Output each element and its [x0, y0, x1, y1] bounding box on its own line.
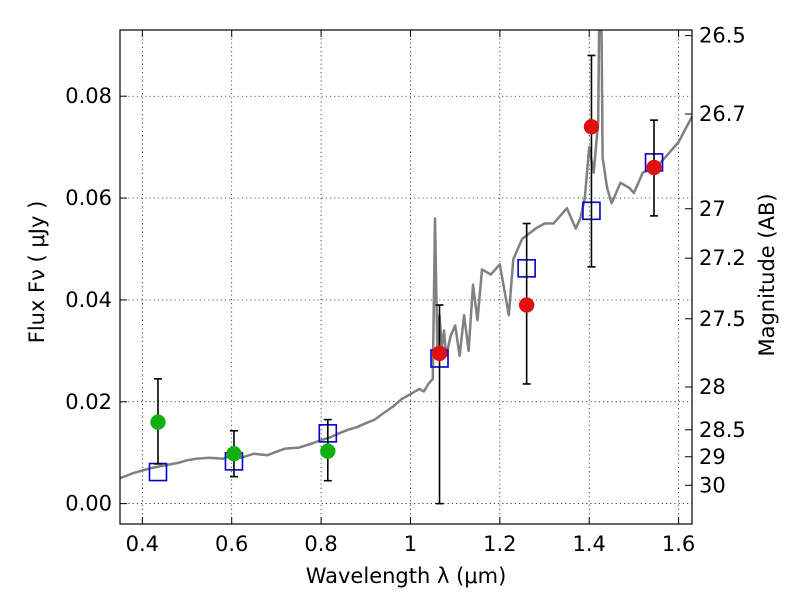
x-tick-label: 1 — [404, 532, 417, 556]
data-layer — [120, 30, 692, 505]
mag-tick-label: 29 — [699, 445, 726, 469]
mag-tick-label: 26.7 — [699, 102, 746, 126]
x-axis-label: Wavelength λ (μm) — [306, 564, 507, 588]
x-tick-label: 0.8 — [304, 532, 337, 556]
grid — [120, 30, 692, 524]
mag-tick-label: 27.5 — [699, 307, 746, 331]
red-data-point — [583, 119, 600, 135]
green-data-point — [320, 443, 336, 459]
green-data-point — [226, 445, 242, 462]
mag-tick-label: 28 — [699, 375, 726, 399]
x-tick-label: 1.6 — [662, 532, 695, 556]
plot-frame — [119, 29, 693, 525]
clipped-data — [120, 30, 692, 505]
y-tick-label: 0.06 — [65, 186, 112, 210]
y-tick-label: 0.04 — [65, 288, 112, 312]
x-tick-label: 0.6 — [215, 532, 248, 556]
mag-tick-label: 30 — [699, 473, 726, 497]
spectrum-line — [120, 30, 692, 480]
ticks: 0.4 0.6 0.8 1 1.2 1.4 1.6 0.00 0.02 0.04 0.06 0.08 2… — [65, 24, 746, 556]
y-axis-label-left: Flux Fν ( μJy ) — [25, 201, 49, 344]
x-tick-label: 1.4 — [573, 532, 606, 556]
green-data-point — [150, 414, 166, 430]
red-data-point — [431, 345, 448, 362]
y-tick-label: 0.08 — [65, 84, 112, 108]
x-tick-label: 1.2 — [483, 532, 516, 556]
mag-tick-label: 27.2 — [699, 246, 746, 270]
mag-tick-label: 26.5 — [699, 24, 746, 48]
y-tick-label: 0.00 — [65, 492, 112, 516]
mag-tick-label: 28.5 — [699, 418, 746, 442]
y-axis-label-right: Magnitude (AB) — [755, 193, 779, 356]
y-tick-label: 0.02 — [65, 390, 112, 414]
x-tick-label: 0.4 — [126, 532, 159, 556]
mag-tick-label: 27 — [699, 197, 726, 221]
red-data-point — [646, 159, 662, 176]
red-data-point — [518, 297, 535, 313]
